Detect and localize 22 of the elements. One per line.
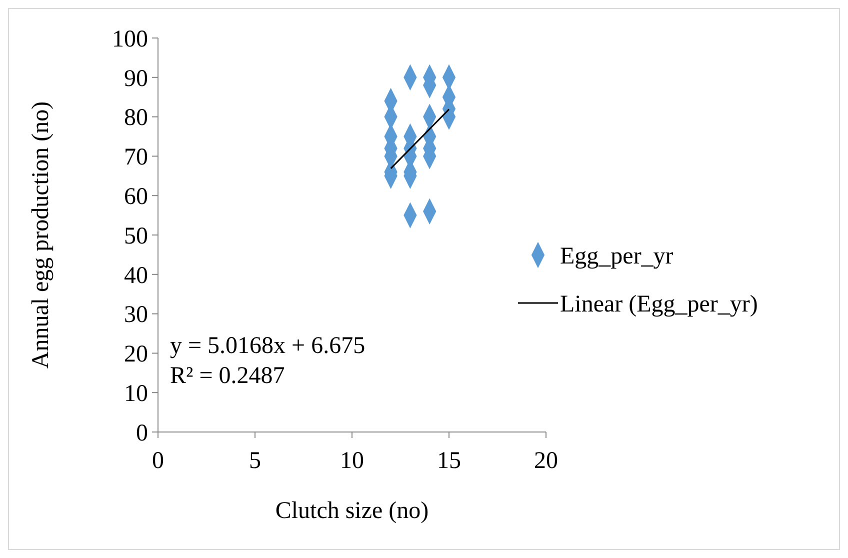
x-tick-label: 0 [152,448,164,474]
y-tick-label: 50 [124,223,148,250]
y-tick-label: 60 [124,184,148,210]
y-tick-label: 70 [124,144,148,171]
annotation: R² = 0.2487 [170,363,285,390]
legend-label: Linear (Egg_per_yr) [560,291,758,318]
y-tick-label: 80 [124,105,148,132]
y-tick-label: 30 [124,302,148,328]
legend-label: Egg_per_yr [560,243,674,270]
x-tick-label: 20 [534,448,558,474]
y-tick-label: 90 [124,66,148,92]
y-axis-title: Annual egg production (no) [28,101,54,369]
y-tick-label: 100 [112,26,148,52]
y-tick-label: 40 [124,262,148,289]
x-tick-label: 10 [340,448,364,474]
annotation: y = 5.0168x + 6.675 [170,333,366,360]
x-tick-label: 15 [437,448,461,474]
x-axis-title: Clutch size (no) [275,498,429,524]
y-tick-label: 20 [124,342,148,368]
y-tick-label: 10 [124,381,148,407]
y-tick-label: 0 [136,420,148,446]
x-tick-label: 5 [249,448,261,474]
